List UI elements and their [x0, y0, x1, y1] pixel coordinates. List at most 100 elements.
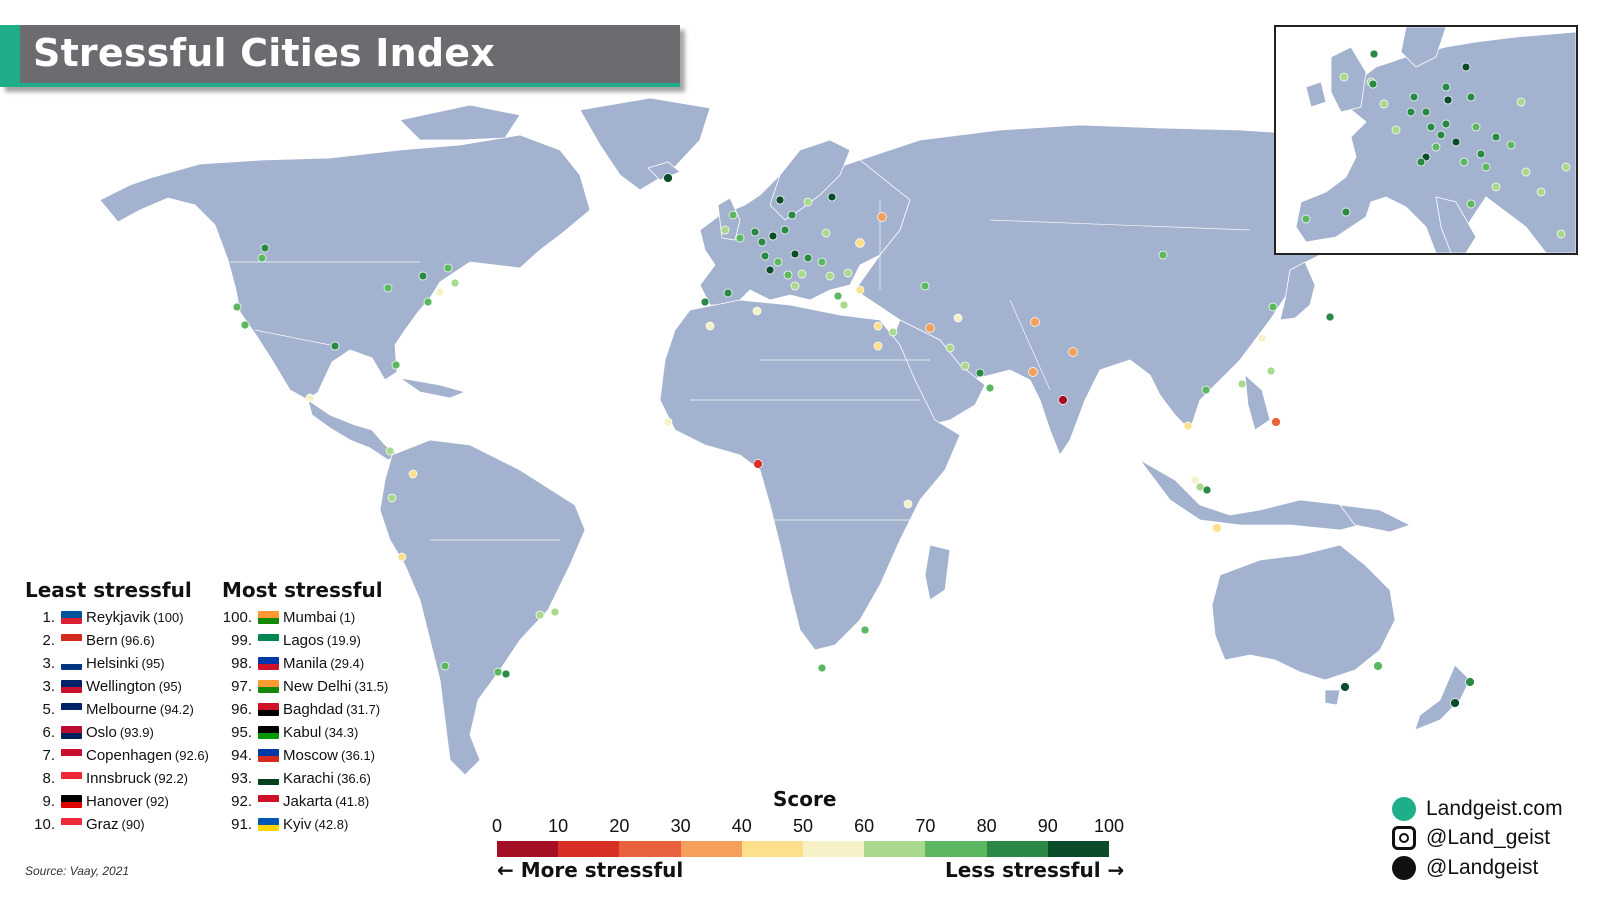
rank-number: 7.: [42, 747, 55, 764]
city-point-mumbai: [1058, 395, 1068, 405]
city-point: [535, 610, 545, 620]
japan-landmass: [1279, 261, 1316, 321]
ranking-row: 98. Manila (29.4): [222, 652, 388, 675]
city-point-jakarta: [1212, 523, 1222, 533]
city-point: [663, 417, 673, 427]
city-score: (36.1): [341, 748, 375, 763]
city-score: (1): [339, 610, 356, 625]
flag-icon: [258, 657, 279, 670]
flag-icon: [61, 634, 82, 647]
city-point: [817, 663, 827, 673]
city-point-wellington: [1450, 698, 1460, 708]
instagram-icon: [1392, 826, 1416, 850]
europe-inset-map: [1274, 25, 1578, 255]
rank-number: 100.: [222, 609, 252, 626]
city-point-karachi: [1028, 367, 1038, 377]
legend-swatch: [925, 841, 987, 857]
city-name: Oslo: [86, 724, 117, 741]
city-name: Helsinki: [86, 655, 139, 672]
north-america-landmass: [99, 134, 591, 401]
least-stressful-list: Least stressful 1. Reykjavik (100) 2. Bern (9…: [25, 578, 209, 836]
legend-tick-label: 50: [792, 816, 814, 836]
rank-number: 99.: [231, 632, 252, 649]
most-stressful-list: Most stressful 100. Mumbai (1) 99. Lagos (19.…: [222, 578, 388, 836]
flag-icon: [61, 795, 82, 808]
city-point: [435, 287, 445, 297]
legend-tick-label: 90: [1037, 816, 1058, 836]
city-point-reykjavik: [663, 173, 673, 183]
south-america-landmass: [379, 439, 586, 776]
city-name: Innsbruck: [86, 770, 152, 787]
flag-icon: [61, 657, 82, 670]
city-point: [383, 283, 393, 293]
rank-number: 9.: [42, 793, 55, 810]
less-stressful-label: Less stressful →: [945, 858, 1125, 882]
rank-number: 94.: [231, 747, 252, 764]
city-point-sydney: [1373, 661, 1383, 671]
ranking-row: 1. Reykjavik (100): [25, 606, 209, 629]
city-point: [1266, 366, 1276, 376]
city-point: [873, 321, 883, 331]
city-point: [1158, 250, 1168, 260]
city-name: Melbourne: [86, 701, 157, 718]
city-point: [240, 320, 250, 330]
city-point: [450, 278, 460, 288]
city-point: [920, 281, 930, 291]
website-label: Landgeist.com: [1426, 797, 1563, 820]
city-point: [765, 265, 775, 275]
city-score: (92): [145, 794, 169, 809]
city-point: [817, 257, 827, 267]
city-point-new-delhi: [1068, 347, 1078, 357]
flag-icon: [61, 611, 82, 624]
more-stressful-label: ← More stressful: [497, 858, 684, 882]
rank-number: 2.: [42, 632, 55, 649]
city-name: Kyiv: [283, 816, 312, 833]
rank-number: 3.: [42, 678, 55, 695]
city-point: [860, 625, 870, 635]
city-point-auckland: [1465, 677, 1475, 687]
city-point: [787, 210, 797, 220]
city-point: [752, 306, 762, 316]
city-point: [783, 270, 793, 280]
legend-swatch: [864, 841, 926, 857]
city-point-baghdad: [925, 323, 935, 333]
city-score: (19.9): [326, 633, 361, 648]
title-accent-bar: [0, 25, 20, 87]
city-point-lagos: [753, 459, 763, 469]
city-name: Kabul: [283, 724, 322, 741]
city-score: (42.8): [314, 817, 349, 832]
new-guinea-landmass: [1339, 504, 1412, 533]
ranking-row: 93. Karachi (36.6): [222, 767, 388, 790]
website-credit: Landgeist.com: [1392, 797, 1563, 821]
legend-color-scale: [497, 841, 1110, 857]
legend-swatch: [803, 841, 865, 857]
flag-icon: [61, 772, 82, 785]
city-point: [232, 302, 242, 312]
city-point: [443, 263, 453, 273]
title-underline: [0, 83, 680, 87]
city-score: (90): [121, 817, 145, 832]
city-point: [768, 231, 778, 241]
city-score: (29.4): [330, 656, 365, 671]
legend-title: Score: [773, 787, 837, 811]
twitter-credit: @Landgeist: [1392, 856, 1538, 880]
flag-icon: [258, 749, 279, 762]
city-score: (31.7): [346, 702, 381, 717]
madagascar-landmass: [924, 544, 951, 601]
legend-tick-label: 100: [1093, 816, 1125, 836]
legend-tick-label: 10: [548, 816, 569, 836]
legend-swatch: [741, 841, 804, 857]
city-point: [839, 300, 849, 310]
city-name: Manila: [283, 655, 328, 672]
city-point: [757, 237, 767, 247]
city-point: [953, 313, 963, 323]
city-point: [797, 269, 807, 279]
rank-number: 6.: [42, 724, 55, 741]
city-point: [780, 225, 790, 235]
city-score: (31.5): [354, 679, 389, 694]
city-point: [825, 271, 835, 281]
ranking-row: 96. Baghdad (31.7): [222, 698, 388, 721]
rank-number: 97.: [231, 678, 252, 695]
legend-swatch: [1047, 841, 1110, 857]
city-point-kabul: [1030, 317, 1040, 327]
